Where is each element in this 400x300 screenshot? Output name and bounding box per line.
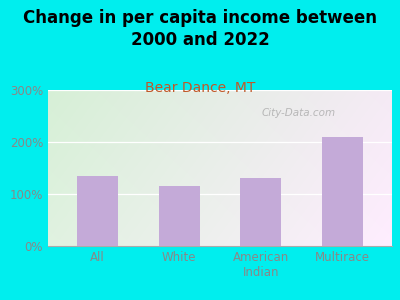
Bar [240, 178, 282, 246]
Bar [158, 186, 200, 246]
Bar [77, 176, 118, 246]
Text: Change in per capita income between
2000 and 2022: Change in per capita income between 2000… [23, 9, 377, 49]
Bar [322, 137, 363, 246]
Text: City-Data.com: City-Data.com [262, 108, 336, 118]
Text: Bear Dance, MT: Bear Dance, MT [145, 81, 255, 95]
